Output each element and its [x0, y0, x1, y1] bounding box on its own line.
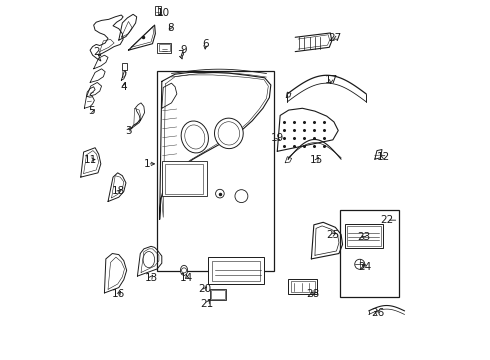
Text: 17: 17 [324, 75, 338, 85]
Text: 22: 22 [380, 215, 393, 225]
Text: 3: 3 [125, 126, 132, 135]
Bar [211, 290, 225, 299]
Ellipse shape [143, 252, 155, 268]
Bar [159, 44, 170, 51]
Ellipse shape [180, 265, 188, 275]
Text: 18: 18 [112, 186, 125, 197]
Bar [288, 279, 318, 294]
Text: 10: 10 [157, 8, 170, 18]
Bar [122, 63, 126, 69]
Bar [212, 261, 260, 281]
Text: 11: 11 [83, 154, 97, 165]
Text: 1: 1 [144, 159, 151, 169]
Bar [155, 6, 161, 15]
Bar [291, 281, 315, 292]
Text: 12: 12 [376, 152, 390, 162]
Text: 15: 15 [310, 155, 323, 165]
Text: 9: 9 [181, 45, 187, 55]
Text: 23: 23 [357, 232, 370, 242]
Ellipse shape [215, 118, 243, 149]
Text: 16: 16 [112, 289, 125, 299]
Bar [157, 42, 171, 53]
Text: 5: 5 [88, 106, 95, 116]
Bar [162, 161, 207, 196]
Text: 27: 27 [329, 33, 342, 43]
Text: 20: 20 [198, 284, 211, 294]
Bar [210, 289, 226, 300]
Bar [344, 224, 383, 248]
Text: 25: 25 [326, 230, 340, 239]
Bar [157, 71, 274, 271]
Bar [340, 211, 399, 297]
Ellipse shape [218, 122, 240, 145]
Text: 14: 14 [180, 273, 194, 283]
Text: 4: 4 [121, 82, 127, 92]
Bar [208, 257, 264, 284]
Text: 7: 7 [177, 50, 184, 60]
Text: 21: 21 [201, 299, 214, 309]
Text: 19: 19 [270, 133, 284, 143]
Text: 13: 13 [145, 273, 158, 283]
Text: 2: 2 [94, 46, 100, 57]
Bar [347, 226, 381, 246]
Ellipse shape [185, 125, 205, 149]
Text: 6: 6 [202, 40, 209, 49]
Bar [166, 164, 203, 194]
Ellipse shape [181, 121, 208, 153]
Text: 24: 24 [359, 262, 372, 272]
Text: 26: 26 [371, 309, 384, 318]
Text: 8: 8 [167, 23, 174, 33]
Text: 28: 28 [307, 289, 320, 299]
